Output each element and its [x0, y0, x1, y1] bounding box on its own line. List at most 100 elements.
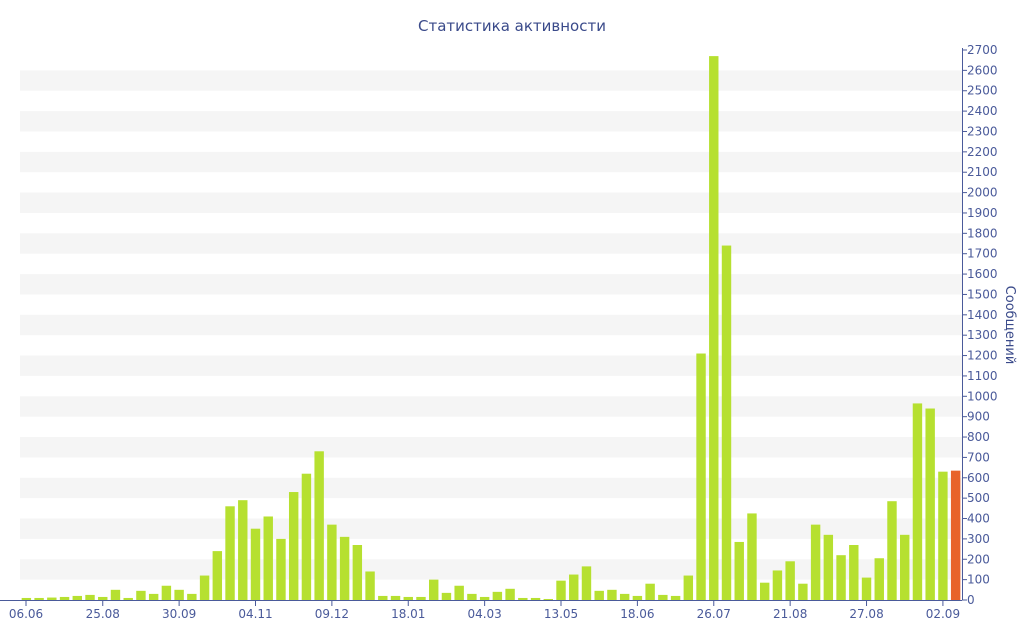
- y-axis-label: Сообщений: [1002, 286, 1017, 365]
- bar[interactable]: [645, 583, 655, 600]
- bar[interactable]: [148, 593, 159, 600]
- bar[interactable]: [110, 589, 121, 600]
- bar[interactable]: [288, 492, 299, 600]
- bar[interactable]: [887, 501, 897, 600]
- bar[interactable]: [925, 408, 935, 600]
- bar[interactable]: [709, 56, 719, 601]
- bar[interactable]: [250, 528, 261, 600]
- bar[interactable]: [747, 513, 757, 600]
- bar[interactable]: [658, 594, 668, 600]
- bar[interactable]: [836, 555, 846, 600]
- bar[interactable]: [581, 566, 592, 600]
- bar[interactable]: [849, 545, 859, 600]
- grid-band: [20, 274, 962, 295]
- bar[interactable]: [912, 403, 923, 600]
- bar[interactable]: [72, 595, 82, 600]
- bar[interactable]: [938, 471, 948, 600]
- bar[interactable]: [212, 551, 223, 600]
- grid-band: [20, 559, 962, 580]
- bar[interactable]: [365, 571, 375, 600]
- y-tick-label: 400: [967, 512, 990, 526]
- grid-band: [20, 355, 962, 376]
- x-tick-label: 13.05: [544, 607, 578, 621]
- bar[interactable]: [530, 597, 541, 600]
- bar[interactable]: [301, 473, 312, 600]
- bar[interactable]: [47, 597, 57, 600]
- bar[interactable]: [798, 583, 808, 600]
- bar[interactable]: [696, 353, 706, 600]
- bar[interactable]: [505, 588, 515, 600]
- bar[interactable]: [594, 590, 604, 600]
- y-tick-label: 200: [967, 552, 990, 566]
- bar[interactable]: [187, 593, 197, 600]
- bar[interactable]: [772, 570, 783, 600]
- bar[interactable]: [785, 561, 795, 600]
- bar[interactable]: [619, 593, 630, 600]
- bar[interactable]: [225, 506, 235, 600]
- bar[interactable]: [403, 596, 413, 600]
- bar[interactable]: [454, 585, 464, 600]
- y-tick-label: 1700: [967, 247, 998, 261]
- x-tick-label: 09.12: [315, 607, 349, 621]
- bar[interactable]: [429, 579, 439, 600]
- bar[interactable]: [59, 596, 70, 600]
- bar[interactable]: [85, 594, 95, 600]
- bar[interactable]: [632, 595, 643, 600]
- bar[interactable]: [607, 589, 617, 600]
- bar[interactable]: [378, 595, 388, 600]
- bar[interactable]: [670, 595, 681, 600]
- bar[interactable]: [467, 593, 477, 600]
- bar[interactable]: [441, 592, 452, 600]
- grid-bands: [20, 70, 962, 580]
- bar[interactable]: [556, 580, 566, 600]
- y-tick-label: 800: [967, 430, 990, 444]
- bar[interactable]: [21, 597, 32, 600]
- y-tick-label: 2100: [967, 165, 998, 179]
- bar[interactable]: [759, 582, 770, 600]
- bar[interactable]: [518, 597, 528, 600]
- bar[interactable]: [174, 589, 184, 600]
- bar[interactable]: [900, 534, 910, 600]
- bar[interactable]: [390, 595, 401, 600]
- y-tick-label: 600: [967, 471, 990, 485]
- bar[interactable]: [161, 585, 172, 600]
- bar[interactable]: [327, 524, 337, 600]
- bar[interactable]: [123, 597, 133, 600]
- bar[interactable]: [416, 596, 426, 600]
- bar[interactable]: [734, 541, 744, 600]
- grid-band: [20, 70, 962, 91]
- x-tick-label: 06.06: [9, 607, 43, 621]
- bar[interactable]: [492, 591, 503, 600]
- bar[interactable]: [314, 451, 324, 600]
- bar[interactable]: [823, 534, 834, 600]
- y-tick-label: 500: [967, 491, 990, 505]
- bar[interactable]: [263, 516, 273, 600]
- bar[interactable]: [683, 575, 694, 600]
- bar[interactable]: [98, 596, 108, 600]
- x-tick-label: 30.09: [162, 607, 196, 621]
- bar[interactable]: [34, 597, 44, 600]
- y-tick-label: 0: [967, 593, 975, 607]
- bar[interactable]: [339, 536, 350, 600]
- bar[interactable]: [810, 524, 821, 600]
- bar[interactable]: [721, 245, 732, 601]
- y-tick-label: 2500: [967, 84, 998, 98]
- bar[interactable]: [543, 598, 553, 600]
- bar[interactable]: [479, 596, 490, 600]
- bar[interactable]: [276, 538, 286, 600]
- x-tick-label: 18.06: [620, 607, 654, 621]
- grid-band: [20, 437, 962, 458]
- grid-band: [20, 233, 962, 254]
- bar[interactable]: [352, 545, 363, 600]
- bar[interactable]: [238, 500, 248, 600]
- bar[interactable]: [199, 575, 210, 600]
- x-tick-label: 25.08: [86, 607, 120, 621]
- x-axis: 06.06 25.08 30.09 04.11 09.12 18.01 04.03 13.05…: [0, 600, 962, 621]
- bar[interactable]: [136, 590, 146, 600]
- y-tick-label: 2600: [967, 63, 998, 77]
- bar[interactable]: [569, 574, 579, 600]
- bar[interactable]: [861, 577, 872, 600]
- bar[interactable]: [950, 470, 961, 600]
- bar[interactable]: [874, 558, 884, 600]
- x-tick-label: 02.09: [926, 607, 960, 621]
